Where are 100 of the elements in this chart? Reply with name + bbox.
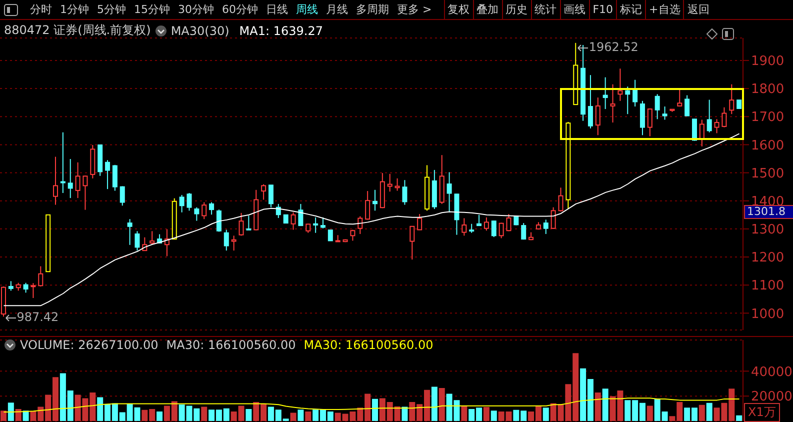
candlestick bbox=[68, 158, 73, 199]
text: 周线 bbox=[295, 2, 319, 18]
candlestick bbox=[328, 229, 333, 242]
text: 统计 bbox=[530, 0, 560, 19]
candlestick bbox=[320, 216, 326, 229]
text: +自选 bbox=[645, 0, 684, 19]
bar bbox=[22, 410, 29, 421]
candlestick bbox=[476, 214, 482, 226]
candlestick bbox=[654, 94, 660, 120]
candlestick bbox=[729, 84, 734, 115]
candlestick bbox=[625, 86, 630, 115]
candlestick bbox=[662, 106, 668, 120]
annotation: 987.42 bbox=[16, 310, 59, 324]
candlestick bbox=[394, 178, 400, 192]
text: 多周期 bbox=[355, 2, 390, 18]
candlestick bbox=[372, 189, 378, 212]
annotation: MA30: 166100560.00 bbox=[304, 338, 434, 352]
candlestick bbox=[484, 216, 489, 232]
y-tick-label: 1200 bbox=[751, 250, 784, 266]
candlestick bbox=[75, 162, 80, 199]
chart-title: 880472 证券(周线.前复权) bbox=[4, 22, 151, 39]
candlestick bbox=[30, 282, 36, 298]
text: MA30(30) bbox=[170, 24, 230, 38]
candlestick bbox=[387, 173, 392, 192]
text: 月线 bbox=[325, 2, 349, 18]
candlestick bbox=[692, 118, 697, 142]
y-tick-label: 1900 bbox=[751, 54, 784, 70]
bar bbox=[402, 406, 408, 421]
candlestick bbox=[313, 216, 318, 234]
candlestick bbox=[632, 79, 638, 108]
candlestick bbox=[365, 190, 370, 220]
bar bbox=[431, 386, 438, 421]
candlestick bbox=[209, 202, 214, 216]
text: 返回 bbox=[683, 0, 712, 19]
bar bbox=[305, 412, 312, 421]
candlestick bbox=[150, 230, 155, 246]
bar bbox=[372, 398, 378, 421]
bar bbox=[646, 406, 653, 421]
candlestick bbox=[224, 229, 229, 252]
bar bbox=[290, 412, 296, 421]
bar bbox=[490, 410, 497, 421]
text: 日线 bbox=[265, 2, 289, 18]
text: 1分钟 bbox=[59, 2, 90, 18]
candlestick bbox=[491, 220, 496, 238]
candlestick bbox=[640, 100, 645, 136]
annotation: VOLUME: 26267100.00 bbox=[20, 338, 158, 352]
text: 30分钟 bbox=[177, 2, 215, 18]
bar bbox=[698, 404, 705, 421]
text: 标记 bbox=[616, 0, 646, 19]
bar bbox=[0, 410, 6, 421]
text: 更多 > bbox=[396, 2, 433, 18]
candlestick bbox=[23, 282, 28, 294]
candlestick bbox=[462, 218, 467, 236]
candlestick bbox=[677, 88, 682, 108]
y-tick-label: 1300 bbox=[751, 222, 784, 238]
candlestick bbox=[558, 187, 564, 212]
candlestick bbox=[446, 172, 452, 213]
candlestick bbox=[298, 203, 304, 226]
y-tick-label: 1700 bbox=[751, 110, 784, 126]
candlestick bbox=[506, 214, 512, 232]
candlestick bbox=[498, 222, 504, 239]
candlestick bbox=[410, 226, 415, 260]
text: MA1: 1639.27 bbox=[239, 24, 323, 38]
bar bbox=[736, 415, 742, 421]
candlestick bbox=[714, 118, 720, 134]
candlestick bbox=[618, 68, 623, 102]
candlestick bbox=[602, 76, 608, 110]
candlestick bbox=[722, 106, 727, 128]
candlestick bbox=[127, 218, 132, 246]
candlestick bbox=[231, 235, 236, 252]
text: F10 bbox=[588, 0, 616, 19]
candlestick bbox=[684, 94, 690, 117]
y-tick-label: 20000 bbox=[751, 390, 792, 405]
candlestick bbox=[246, 215, 252, 231]
bar bbox=[15, 409, 22, 421]
candlestick bbox=[186, 192, 192, 212]
candlestick bbox=[402, 180, 408, 206]
text: 60分钟 bbox=[221, 2, 259, 18]
candlestick bbox=[194, 206, 200, 222]
bar bbox=[438, 388, 445, 421]
bar bbox=[461, 406, 468, 421]
candlestick bbox=[521, 222, 526, 240]
y-tick-label: 1600 bbox=[751, 138, 784, 154]
y-tick-label: 1500 bbox=[751, 166, 784, 182]
y-tick-label: 1800 bbox=[751, 82, 784, 98]
candlestick bbox=[202, 202, 207, 220]
candlestick bbox=[588, 74, 593, 129]
candlestick bbox=[179, 194, 184, 213]
bar bbox=[602, 388, 608, 421]
bar bbox=[542, 408, 549, 421]
candlestick bbox=[261, 184, 266, 200]
candlestick bbox=[706, 99, 712, 133]
text: 15分钟 bbox=[133, 2, 171, 18]
text: 5分钟 bbox=[96, 2, 127, 18]
text: 画线 bbox=[560, 0, 589, 19]
annotation: 1962.52 bbox=[588, 40, 638, 54]
candlestick bbox=[134, 230, 140, 252]
candlestick bbox=[647, 108, 652, 137]
candlestick bbox=[543, 219, 548, 234]
candlestick bbox=[82, 175, 88, 210]
